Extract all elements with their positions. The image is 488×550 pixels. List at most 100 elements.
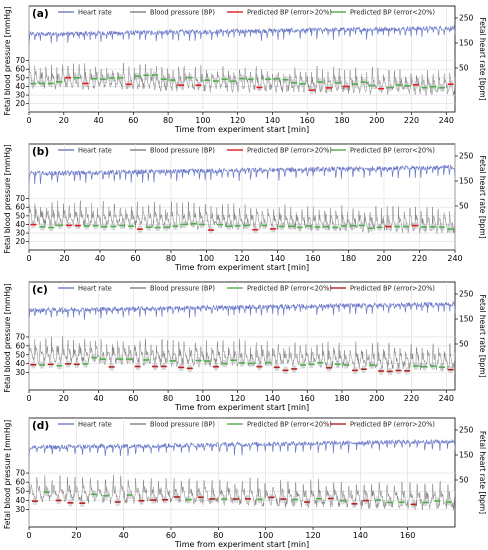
x-tick-label: 120 — [305, 531, 320, 540]
y-left-tick-label: 70 — [15, 194, 25, 203]
chart-panel-3: Heart rate Blood pressure (BP) Predicted B… — [3, 281, 487, 412]
legend: Heart rate Blood pressure (BP) Predicted B… — [58, 9, 435, 17]
x-axis-label: Time from experiment start [min] — [174, 125, 309, 134]
y-left-tick-label: 30 — [15, 91, 25, 100]
y-left-axis-label: Fetal blood pressure [mmHg] — [3, 283, 12, 392]
legend-label-pred_gt20: Predicted BP (error>20%) — [247, 9, 332, 17]
y-left-axis-label: Fetal blood pressure [mmHg] — [3, 6, 12, 115]
y-right-axis-label: Fetal heart rate [bpm] — [478, 294, 487, 377]
x-tick-label: 100 — [199, 254, 214, 263]
x-tick-label: 140 — [265, 394, 280, 403]
x-axis-label: Time from experiment start [min] — [174, 540, 309, 549]
x-tick-label: 80 — [213, 531, 223, 540]
x-tick-label: 0 — [26, 254, 31, 263]
chart-panel-2: Heart rate Blood pressure (BP) Predicted B… — [3, 143, 487, 272]
plot-frame — [28, 417, 456, 528]
x-tick-label: 0 — [26, 531, 31, 540]
x-tick-label: 180 — [334, 116, 349, 125]
y-right-tick-label: 150 — [459, 177, 474, 186]
chart-panel-1: Heart rate Blood pressure (BP) Predicted B… — [3, 5, 487, 134]
predicted-bp-marks — [30, 71, 454, 94]
x-tick-label: 220 — [404, 394, 419, 403]
x-tick-label: 20 — [59, 394, 69, 403]
y-right-axis-label: Fetal heart rate [bpm] — [478, 17, 487, 100]
y-left-axis-label: Fetal blood pressure [mmHg] — [3, 420, 12, 529]
x-tick-label: 20 — [59, 116, 69, 125]
legend-label-heart_rate: Heart rate — [78, 9, 112, 17]
y-right-tick-label: 50 — [459, 202, 469, 211]
y-left-tick-label: 20 — [15, 99, 25, 108]
legend-label-pred_lt20: Predicted BP (error<20%) — [350, 9, 435, 17]
y-right-tick-label: 50 — [459, 64, 469, 73]
heart-rate-line — [28, 439, 456, 458]
panel-label: (d) — [32, 420, 49, 432]
x-tick-label: 80 — [166, 254, 176, 263]
blood-pressure-line — [28, 336, 456, 372]
x-axis-label: Time from experiment start [min] — [174, 403, 309, 412]
heart-rate-line — [28, 24, 456, 44]
legend-label-heart_rate: Heart rate — [78, 147, 112, 155]
legend-label-pred_lt20: Predicted BP (error<20%) — [247, 285, 332, 293]
y-right-tick-label: 50 — [459, 340, 469, 349]
predicted-bp-marks — [31, 488, 453, 509]
y-left-tick-label: 50 — [15, 350, 25, 359]
x-tick-label: 20 — [71, 531, 81, 540]
x-tick-label: 200 — [369, 116, 384, 125]
y-left-tick-label: 40 — [15, 82, 25, 91]
y-left-tick-label: 30 — [15, 229, 25, 238]
plot-frame — [28, 281, 456, 391]
x-tick-label: 140 — [270, 254, 285, 263]
heart-rate-line — [28, 164, 456, 185]
legend: Heart rate Blood pressure (BP) Predicted B… — [58, 147, 435, 155]
y-left-tick-label: 60 — [15, 341, 25, 350]
x-tick-label: 240 — [439, 116, 454, 125]
legend-label-blood_pressure: Blood pressure (BP) — [150, 285, 215, 293]
x-tick-label: 140 — [353, 531, 368, 540]
predicted-bp-marks — [30, 220, 454, 234]
x-tick-label: 60 — [166, 531, 176, 540]
y-left-tick-label: 60 — [15, 478, 25, 487]
x-tick-label: 60 — [128, 116, 138, 125]
y-right-axis-label: Fetal heart rate [bpm] — [478, 431, 487, 514]
x-tick-label: 200 — [376, 254, 391, 263]
y-right-tick-label: 150 — [459, 315, 474, 324]
x-tick-label: 40 — [93, 394, 103, 403]
legend-label-heart_rate: Heart rate — [78, 421, 112, 429]
x-tick-label: 160 — [305, 254, 320, 263]
x-tick-label: 60 — [128, 394, 138, 403]
y-right-tick-label: 250 — [459, 290, 474, 299]
y-left-axis-label: Fetal blood pressure [mmHg] — [3, 144, 12, 253]
x-tick-label: 0 — [26, 394, 31, 403]
y-left-tick-label: 70 — [15, 56, 25, 65]
x-tick-label: 0 — [26, 116, 31, 125]
x-tick-label: 160 — [400, 531, 415, 540]
legend-label-blood_pressure: Blood pressure (BP) — [150, 9, 215, 17]
y-right-tick-label: 50 — [459, 476, 469, 485]
panel-label: (c) — [32, 284, 48, 296]
legend-label-pred_gt20: Predicted BP (error>20%) — [350, 285, 435, 293]
x-tick-label: 160 — [300, 394, 315, 403]
legend-label-heart_rate: Heart rate — [78, 285, 112, 293]
blood-pressure-line — [28, 474, 456, 511]
legend: Heart rate Blood pressure (BP) Predicted B… — [58, 285, 435, 293]
x-tick-label: 200 — [369, 394, 384, 403]
y-right-tick-label: 150 — [459, 451, 474, 460]
y-left-tick-label: 40 — [15, 220, 25, 229]
x-tick-label: 60 — [130, 254, 140, 263]
y-left-tick-label: 30 — [15, 368, 25, 377]
x-tick-label: 40 — [95, 254, 105, 263]
legend-label-pred_lt20: Predicted BP (error<20%) — [350, 147, 435, 155]
plot-frame — [28, 5, 456, 113]
x-tick-label: 20 — [59, 254, 69, 263]
y-left-tick-label: 30 — [15, 505, 25, 514]
x-tick-label: 100 — [258, 531, 273, 540]
y-left-tick-label: 60 — [15, 65, 25, 74]
legend: Heart rate Blood pressure (BP) Predicted B… — [58, 421, 435, 429]
legend-label-pred_gt20: Predicted BP (error>20%) — [350, 421, 435, 429]
predicted-bp-marks — [30, 353, 454, 375]
x-tick-label: 180 — [334, 394, 349, 403]
x-tick-label: 120 — [230, 394, 245, 403]
x-tick-label: 40 — [119, 531, 129, 540]
grid-lines — [28, 282, 455, 390]
